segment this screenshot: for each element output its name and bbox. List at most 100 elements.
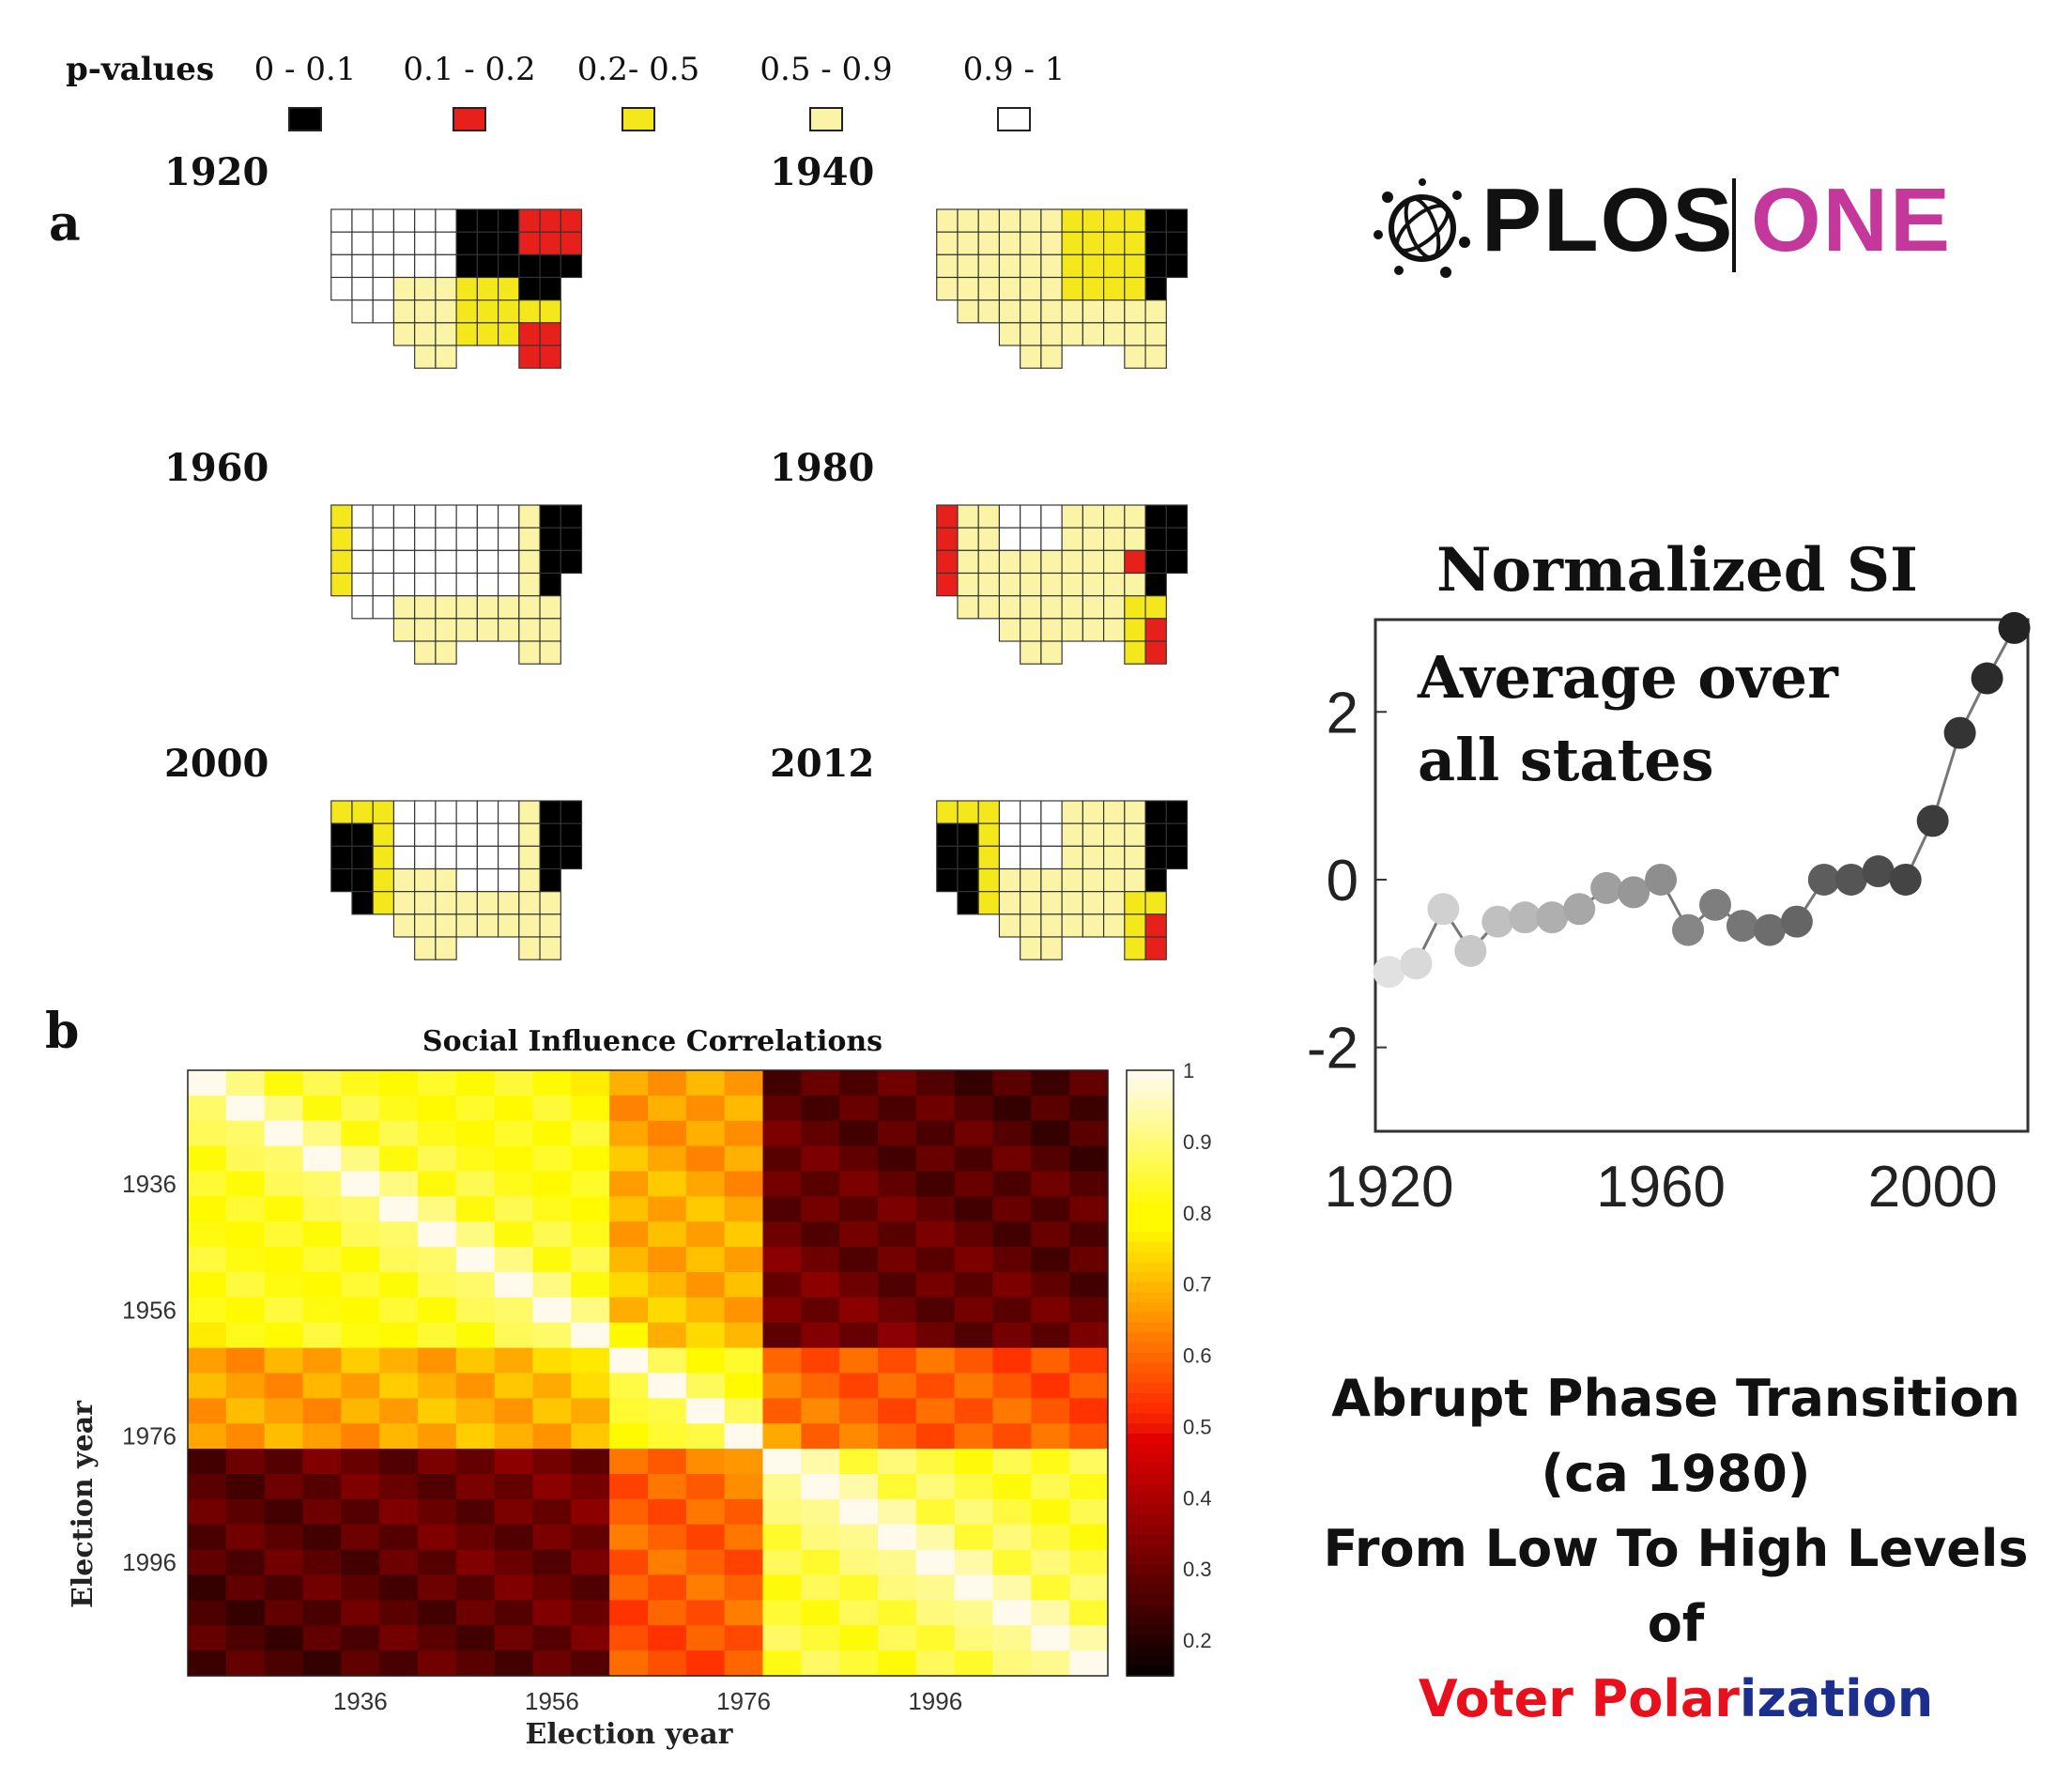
heatmap-cell: [225, 1247, 266, 1273]
heatmap-cell: [1069, 1272, 1109, 1298]
heatmap-cell: [609, 1095, 649, 1122]
heatmap-cell: [685, 1625, 726, 1651]
heatmap-cell: [418, 1120, 457, 1147]
colorbar-tick: 0.4: [1183, 1486, 1212, 1510]
heatmap-cell: [724, 1171, 764, 1197]
heatmap-cell: [225, 1600, 266, 1626]
heatmap-cell: [418, 1423, 457, 1450]
map-year-label: 1980: [770, 446, 875, 490]
heatmap-cell: [992, 1070, 1032, 1097]
heatmap-cell: [1069, 1574, 1109, 1601]
heatmap-cell: [379, 1498, 419, 1526]
heatmap-cell: [455, 1297, 496, 1324]
heatmap-cell: [609, 1373, 649, 1399]
colorbar-segment: [1127, 1160, 1174, 1173]
colorbar-tick: 0.3: [1183, 1558, 1212, 1581]
heatmap-cell: [801, 1322, 840, 1349]
heatmap-cell: [1069, 1297, 1109, 1324]
heatmap-cell: [418, 1373, 457, 1399]
si-point: [1971, 662, 2003, 695]
legend-swatch: [622, 107, 655, 131]
heatmap-cell: [264, 1221, 304, 1248]
heatmap-cell: [302, 1347, 342, 1374]
colorbar-segment: [1127, 1464, 1174, 1475]
heatmap-cell: [878, 1221, 917, 1248]
colorbar-segment: [1127, 1201, 1174, 1213]
heatmap-cell: [762, 1524, 802, 1551]
heatmap-cell: [954, 1196, 994, 1222]
heatmap-cell: [571, 1398, 610, 1424]
colorbar-segment: [1127, 1585, 1174, 1596]
map-year-label: 1940: [770, 150, 875, 194]
heatmap-cell: [915, 1196, 956, 1222]
heatmap-cell: [455, 1373, 496, 1399]
heatmap-cell: [1069, 1070, 1109, 1097]
si-point: [1780, 905, 1813, 938]
map-state: [539, 345, 561, 369]
heatmap-cell: [992, 1524, 1032, 1551]
heatmap-cell: [264, 1120, 304, 1147]
heatmap-cell: [801, 1398, 840, 1424]
heatmap-cell: [609, 1524, 649, 1551]
heatmap-cell: [379, 1095, 419, 1122]
heatmap-cell: [724, 1600, 764, 1626]
colorbar-segment: [1127, 1564, 1174, 1576]
heatmap-cell: [188, 1221, 227, 1248]
colorbar-tick: 0.9: [1183, 1130, 1212, 1154]
heatmap-cell: [571, 1221, 610, 1248]
legend-swatch: [997, 107, 1031, 131]
heatmap-cell: [341, 1373, 380, 1399]
heatmap-cell: [992, 1398, 1032, 1424]
map-state: [539, 936, 561, 960]
si-point: [1889, 863, 1922, 896]
heatmap-cell: [609, 1171, 649, 1197]
heatmap-cell: [571, 1247, 610, 1273]
heatmap-cell: [724, 1145, 764, 1173]
legend-range-label: 0.9 - 1: [962, 51, 1066, 88]
heatmap-cell: [648, 1297, 687, 1324]
heatmap-cell: [341, 1221, 380, 1248]
heatmap-cell: [379, 1449, 419, 1475]
heatmap-cell: [954, 1247, 994, 1273]
heatmap-cell: [532, 1322, 572, 1349]
heatmap-cell: [1031, 1549, 1070, 1576]
heatmap-cell: [188, 1347, 227, 1374]
heatmap-cell: [878, 1625, 917, 1651]
colorbar-segment: [1127, 1625, 1174, 1636]
heatmap-cell: [801, 1423, 840, 1450]
colorbar-frame: [1126, 1069, 1174, 1677]
heatmap-cell: [839, 1272, 879, 1298]
si-x-tick: 2000: [1868, 1155, 1998, 1220]
si-point: [1943, 716, 1976, 749]
heatmap-cell: [225, 1398, 266, 1424]
heatmap-cell: [1031, 1095, 1070, 1122]
heatmap-cell: [1031, 1196, 1070, 1222]
heatmap-cell: [801, 1347, 840, 1374]
heatmap-cell: [954, 1297, 994, 1324]
heatmap-cell: [571, 1196, 610, 1222]
heatmap-cell: [954, 1625, 994, 1651]
heatmap-cell: [571, 1070, 610, 1097]
heatmap-cell: [762, 1498, 802, 1526]
heatmap-cell: [915, 1625, 956, 1651]
colorbar-segment: [1127, 1211, 1174, 1223]
heatmap-cell: [188, 1474, 227, 1500]
heatmap-cell: [878, 1373, 917, 1399]
heatmap-cell: [1031, 1449, 1070, 1475]
heatmap-cell: [302, 1423, 342, 1450]
heatmap-cell: [341, 1423, 380, 1450]
heatmap-cell: [1069, 1474, 1109, 1500]
heatmap-cell: [685, 1221, 726, 1248]
heatmap-cell: [494, 1549, 534, 1576]
heatmap-cell: [878, 1297, 917, 1324]
heatmap-cell: [1031, 1474, 1070, 1500]
heatmap-cell: [685, 1574, 726, 1601]
colorbar-segment: [1127, 1362, 1174, 1374]
heatmap-cell: [1069, 1524, 1109, 1551]
heatmap-cell: [762, 1625, 802, 1651]
si-point: [1753, 913, 1786, 946]
heatmap-cell: [379, 1549, 419, 1576]
heatmap-cell: [264, 1196, 304, 1222]
heatmap-cell: [648, 1196, 687, 1222]
heatmap-cell: [379, 1625, 419, 1651]
